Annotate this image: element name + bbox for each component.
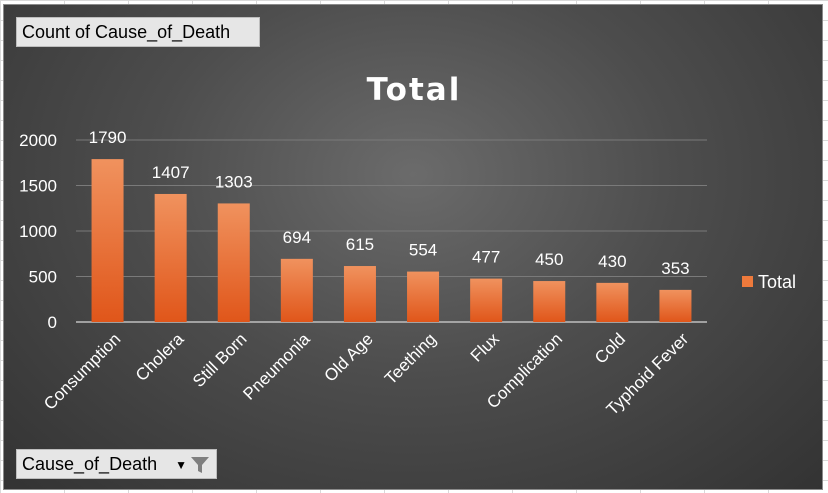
- y-tick-label: 1000: [19, 222, 57, 241]
- y-tick-label: 0: [48, 313, 57, 332]
- data-label: 450: [535, 250, 563, 269]
- value-field-button[interactable]: Count of Cause_of_Death: [16, 17, 260, 47]
- data-label: 430: [598, 252, 626, 271]
- y-tick-label: 500: [29, 268, 57, 287]
- value-field-label: Count of Cause_of_Death: [22, 21, 231, 42]
- bar[interactable]: [343, 266, 376, 322]
- data-label: 1407: [152, 163, 190, 182]
- x-tick-label: Cholera: [132, 329, 188, 385]
- data-label: 554: [409, 241, 437, 260]
- x-tick-label: Cold: [591, 329, 629, 367]
- x-tick-label: Consumption: [40, 329, 124, 413]
- axis-field-label: Cause_of_Death: [22, 453, 158, 474]
- field-filter-control[interactable]: ▼: [175, 455, 210, 475]
- bar[interactable]: [596, 282, 629, 322]
- funnel-icon[interactable]: [190, 455, 210, 475]
- data-label: 477: [472, 248, 500, 267]
- bar[interactable]: [217, 203, 250, 322]
- bar[interactable]: [280, 258, 313, 322]
- x-tick-label: Still Born: [189, 329, 251, 391]
- bar[interactable]: [91, 159, 124, 322]
- axis-field-button[interactable]: Cause_of_Death ▼: [16, 449, 217, 479]
- legend-swatch: [742, 276, 753, 287]
- bar[interactable]: [533, 281, 566, 322]
- x-tick-label: Old Age: [321, 329, 377, 385]
- bar[interactable]: [407, 271, 440, 322]
- data-label: 1790: [89, 128, 127, 147]
- legend-label: Total: [758, 272, 796, 292]
- bar[interactable]: [659, 289, 692, 322]
- bar[interactable]: [154, 193, 187, 322]
- x-tick-label: Pneumonia: [239, 329, 314, 404]
- bar[interactable]: [470, 278, 503, 322]
- data-label: 694: [283, 228, 311, 247]
- chart-area[interactable]: [3, 4, 823, 490]
- x-tick-label: Teething: [381, 329, 440, 388]
- data-label: 615: [346, 235, 374, 254]
- chart-title: Total: [367, 72, 462, 108]
- data-label: 1303: [215, 172, 253, 191]
- x-tick-label: Flux: [467, 329, 503, 365]
- y-tick-label: 1500: [19, 177, 57, 196]
- data-label: 353: [661, 259, 689, 278]
- chevron-down-icon[interactable]: ▼: [175, 458, 187, 472]
- y-tick-label: 2000: [19, 131, 57, 150]
